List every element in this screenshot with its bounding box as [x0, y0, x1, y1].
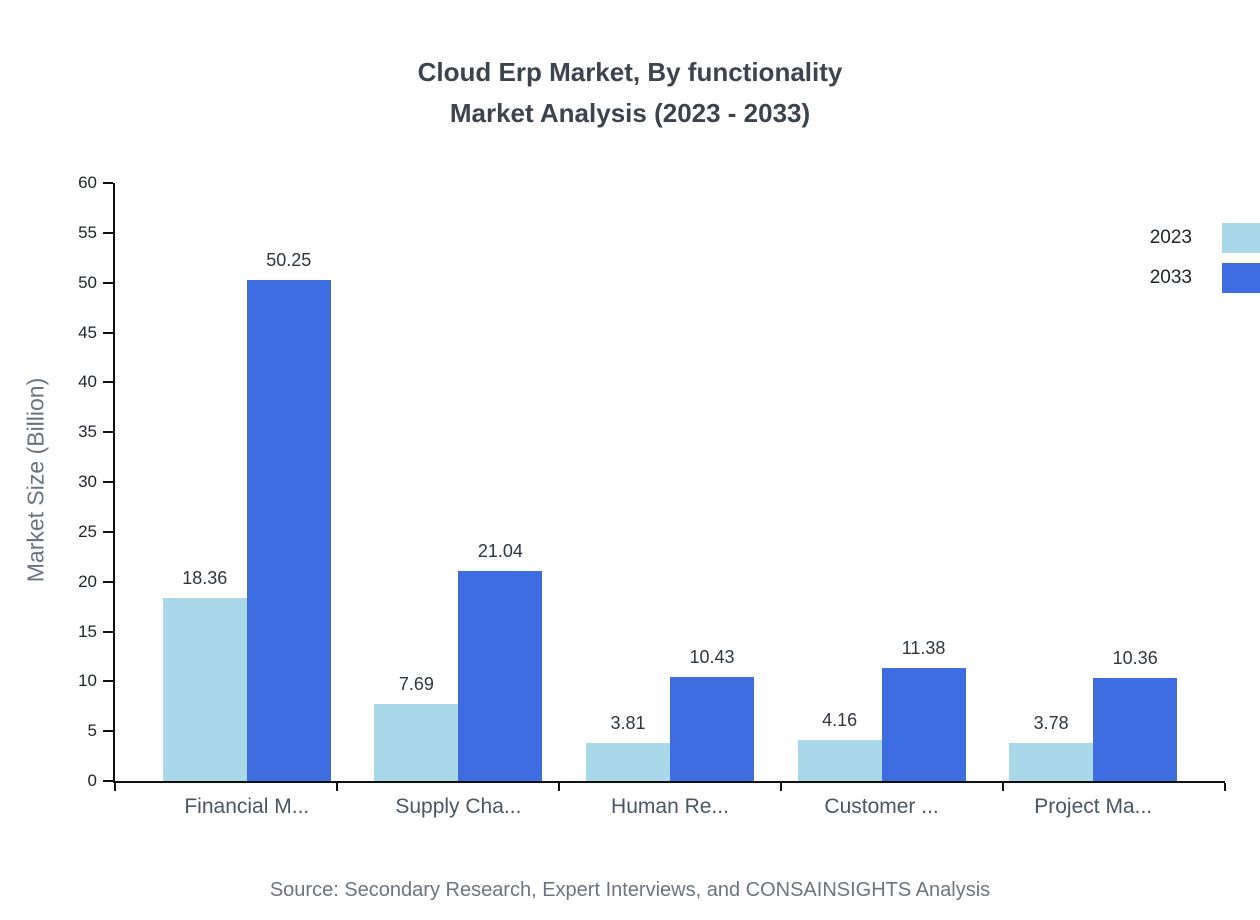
y-tick-label: 25: [78, 521, 97, 541]
chart-title-line1: Cloud Erp Market, By functionality: [417, 57, 843, 87]
y-axis-tick: [103, 182, 113, 184]
bar-value-label: 50.25: [266, 250, 312, 271]
x-category-label: Supply Cha...: [395, 795, 522, 818]
y-axis-tick: [103, 281, 113, 284]
y-axis-tick: [103, 630, 113, 633]
y-axis-line: [113, 183, 115, 783]
y-axis-tick: [103, 730, 113, 733]
y-tick-label: 50: [78, 272, 97, 292]
bar-value-label: 7.69: [398, 674, 434, 695]
source-note: Source: Secondary Research, Expert Inter…: [269, 879, 991, 901]
bar-value-label: 4.16: [822, 709, 858, 730]
bar-value-label: 3.81: [610, 713, 646, 734]
y-tick-label: 40: [78, 372, 97, 392]
chart-title: Cloud Erp Market, By functionality Marke…: [0, 52, 1260, 134]
x-axis-tick: [114, 783, 116, 791]
bar-2023: [1009, 743, 1094, 781]
y-tick-label: 10: [78, 671, 97, 691]
bar-2033: [246, 280, 331, 781]
bar-2033: [670, 677, 754, 781]
bar-value-label: 10.43: [689, 647, 735, 668]
bar-2023: [797, 739, 882, 781]
chart-title-line2: Market Analysis (2023 - 2033): [449, 98, 811, 128]
y-tick-label: 55: [78, 222, 97, 242]
x-axis-tick: [336, 783, 338, 791]
y-axis-tick: [103, 530, 113, 533]
y-tick-label: 35: [78, 422, 97, 442]
y-axis-tick: [103, 481, 113, 483]
bar-value-label: 11.38: [901, 637, 946, 658]
y-axis-tick: [103, 381, 113, 384]
y-tick-label: 0: [87, 771, 97, 790]
bar-value-label: 3.78: [1033, 713, 1069, 734]
bar-2033: [881, 667, 966, 781]
y-tick-label: 5: [87, 721, 97, 741]
bar-value-label: 21.04: [477, 541, 523, 562]
x-axis-tick: [1224, 783, 1226, 791]
bar-2023: [586, 743, 670, 781]
bar-2033: [1093, 677, 1178, 781]
y-tick-label: 20: [78, 571, 97, 591]
bar-2033: [458, 571, 543, 781]
x-axis-tick: [558, 783, 560, 791]
bar-value-label: 18.36: [182, 568, 228, 588]
x-category-label: Project Ma...: [1034, 795, 1153, 818]
x-axis-tick: [780, 783, 782, 791]
y-tick-label: 30: [78, 472, 97, 491]
x-category-label: Customer ...: [824, 795, 939, 818]
y-axis-tick: [103, 231, 113, 234]
x-axis-line: [113, 781, 1225, 783]
y-axis-tick: [103, 680, 113, 683]
y-tick-label: 15: [78, 621, 97, 641]
bar-value-label: 10.36: [1112, 647, 1158, 668]
y-axis-tick: [103, 331, 113, 334]
x-category-label: Human Re...: [611, 795, 729, 818]
y-axis-tick: [103, 580, 113, 583]
y-axis-tick: [103, 431, 113, 434]
x-category-label: Financial M...: [184, 795, 310, 818]
x-axis-tick: [1002, 783, 1004, 791]
y-tick-label: 60: [78, 173, 97, 192]
y-tick-label: 45: [78, 322, 97, 342]
bar-2023: [162, 598, 247, 781]
bar-2023: [374, 704, 459, 781]
y-axis-tick: [103, 780, 113, 782]
